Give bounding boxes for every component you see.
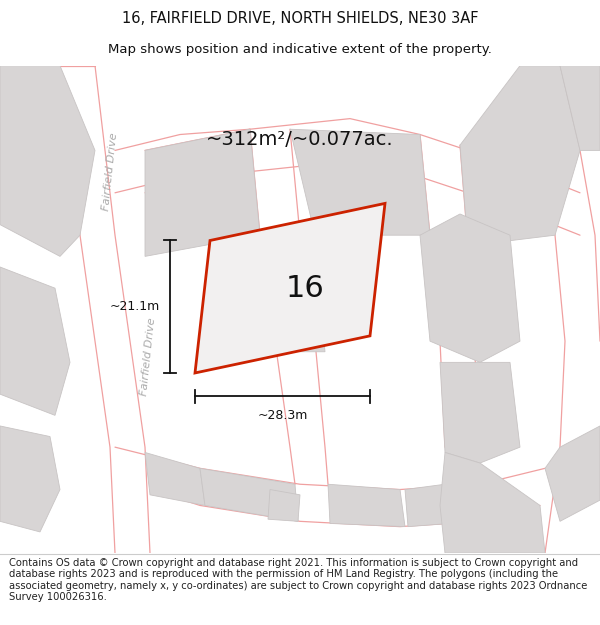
Polygon shape [405,484,450,527]
Text: Contains OS data © Crown copyright and database right 2021. This information is : Contains OS data © Crown copyright and d… [9,558,587,602]
Text: ~21.1m: ~21.1m [110,300,160,313]
Polygon shape [460,66,580,246]
Polygon shape [260,246,300,352]
Text: 16, FAIRFIELD DRIVE, NORTH SHIELDS, NE30 3AF: 16, FAIRFIELD DRIVE, NORTH SHIELDS, NE30… [122,11,478,26]
Polygon shape [300,246,325,352]
Text: ~28.3m: ~28.3m [257,409,308,422]
Polygon shape [268,489,300,521]
Text: 16: 16 [286,274,325,302]
Polygon shape [328,484,405,527]
Polygon shape [440,362,520,463]
Text: Fairfield Drive: Fairfield Drive [139,318,157,397]
Polygon shape [545,426,600,521]
Polygon shape [145,452,205,506]
Text: Fairfield Drive: Fairfield Drive [101,132,119,211]
Polygon shape [0,426,60,532]
Polygon shape [195,203,385,373]
Polygon shape [290,129,430,235]
Polygon shape [440,452,545,553]
Text: ~312m²/~0.077ac.: ~312m²/~0.077ac. [206,130,394,149]
Polygon shape [0,267,70,416]
Polygon shape [420,214,520,362]
Polygon shape [200,468,298,521]
Polygon shape [0,66,95,256]
Polygon shape [145,129,260,256]
Text: Map shows position and indicative extent of the property.: Map shows position and indicative extent… [108,42,492,56]
Polygon shape [520,66,600,151]
